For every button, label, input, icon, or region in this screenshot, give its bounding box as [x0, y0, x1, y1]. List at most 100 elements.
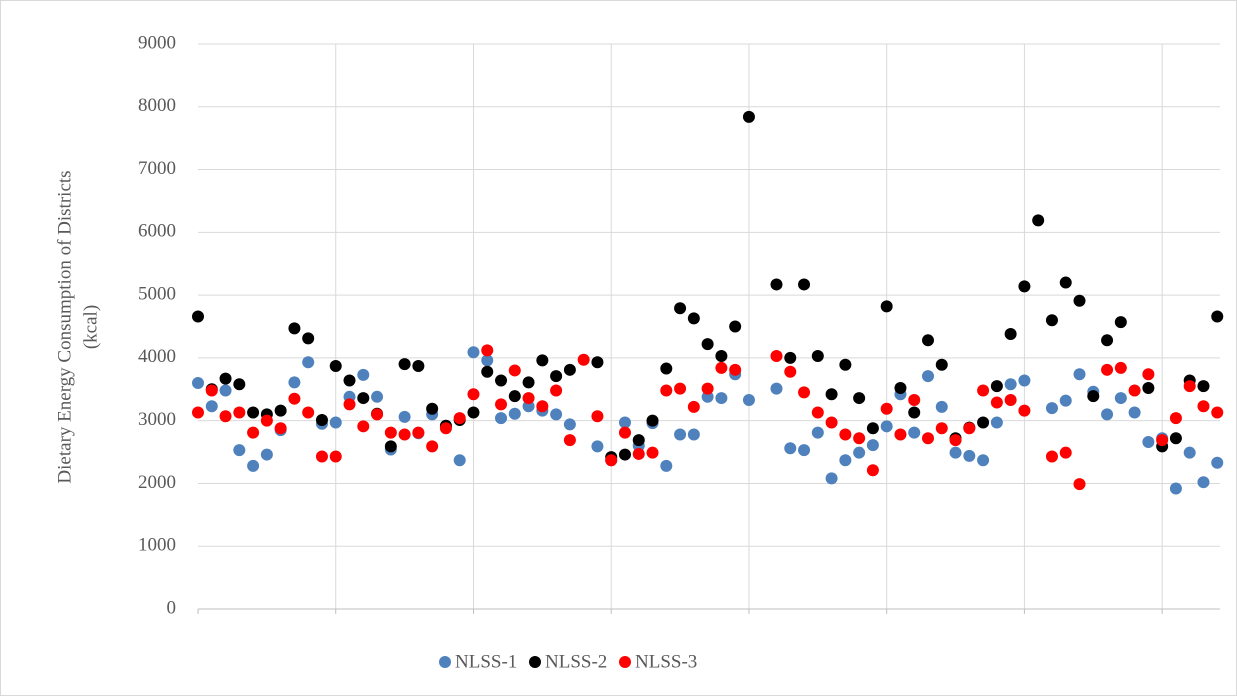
point	[825, 472, 838, 485]
point	[1059, 394, 1072, 407]
point	[1045, 450, 1058, 463]
point	[1004, 328, 1017, 341]
point	[1073, 478, 1086, 491]
point	[288, 392, 301, 405]
point	[508, 390, 521, 403]
point	[481, 354, 494, 367]
point	[618, 426, 631, 439]
point	[192, 406, 204, 419]
point	[1059, 276, 1072, 289]
y-tick-label: 8000	[138, 95, 176, 116]
point	[467, 346, 480, 359]
point	[853, 392, 866, 405]
point	[784, 442, 797, 455]
point	[715, 350, 728, 363]
point	[302, 332, 315, 345]
point	[329, 360, 342, 373]
point	[426, 402, 439, 415]
point	[825, 388, 838, 401]
point	[894, 382, 907, 395]
point	[1183, 446, 1196, 459]
point	[495, 374, 508, 387]
point	[439, 422, 452, 435]
y-tick-label: 1000	[138, 535, 176, 556]
point	[371, 390, 384, 403]
point	[1211, 406, 1224, 419]
point	[729, 363, 742, 376]
point	[591, 440, 604, 453]
point	[481, 365, 494, 378]
point	[674, 302, 687, 315]
point	[1032, 214, 1045, 227]
point	[866, 422, 879, 435]
point	[853, 446, 866, 459]
point	[605, 454, 618, 467]
point	[315, 414, 328, 427]
y-tick-label: 2000	[138, 472, 176, 493]
y-axis-label: Dietary Energy Consumption of Districts	[54, 170, 75, 483]
point	[798, 444, 811, 457]
point	[770, 278, 783, 291]
point	[935, 400, 948, 413]
point	[426, 440, 439, 453]
point	[357, 368, 370, 381]
point	[357, 420, 370, 433]
point	[798, 278, 811, 291]
point	[935, 358, 948, 371]
point	[467, 406, 480, 419]
point	[302, 406, 315, 419]
legend-marker	[439, 656, 451, 668]
point	[1018, 280, 1031, 293]
point	[329, 416, 342, 429]
point	[398, 428, 411, 441]
point	[770, 350, 783, 363]
point	[949, 446, 962, 459]
point	[233, 444, 246, 457]
point	[1114, 361, 1127, 374]
point	[247, 459, 260, 472]
point	[1004, 378, 1017, 391]
point	[839, 358, 852, 371]
point	[274, 422, 287, 435]
legend-marker	[619, 656, 631, 668]
point	[288, 376, 301, 389]
point	[288, 322, 301, 335]
point	[1101, 408, 1114, 421]
point	[990, 380, 1003, 393]
point	[1073, 368, 1086, 381]
point	[357, 392, 370, 405]
point	[1059, 446, 1072, 459]
point	[701, 382, 714, 395]
point	[784, 365, 797, 378]
point	[1018, 404, 1031, 417]
point	[632, 447, 645, 460]
point	[508, 364, 521, 377]
point	[922, 334, 934, 347]
point	[343, 398, 356, 411]
point	[412, 426, 425, 439]
legend-label: NLSS-2	[545, 651, 607, 672]
point	[233, 378, 246, 391]
point	[219, 372, 232, 385]
point	[1169, 412, 1182, 425]
point	[1197, 400, 1210, 413]
point	[949, 434, 962, 447]
point	[481, 344, 494, 357]
point	[1114, 316, 1127, 329]
point	[343, 374, 356, 387]
point	[550, 384, 563, 397]
point	[618, 416, 631, 429]
legend-label: NLSS-1	[455, 651, 517, 672]
point	[219, 384, 232, 397]
y-tick-label: 5000	[138, 283, 176, 304]
point	[660, 459, 673, 472]
point	[522, 392, 535, 405]
point	[260, 414, 273, 427]
legend-label: NLSS-3	[635, 651, 697, 672]
point	[770, 382, 783, 395]
point	[453, 454, 466, 467]
point	[1142, 368, 1155, 381]
point	[839, 454, 852, 467]
point	[990, 396, 1003, 409]
